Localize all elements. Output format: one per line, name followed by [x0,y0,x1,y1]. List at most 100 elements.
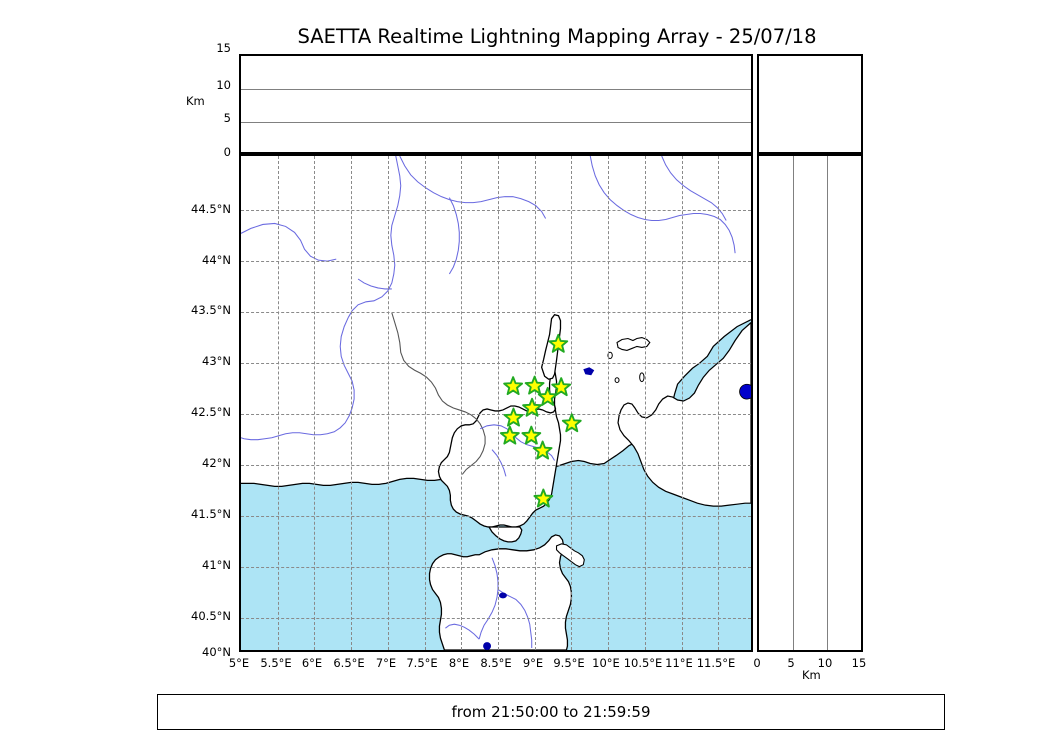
status-bar: from 21:50:00 to 21:59:59 [157,694,945,730]
top-panel-axis-label: Km [186,94,205,108]
right-xtick-15: 15 [851,656,867,670]
small-island-3 [639,372,645,383]
river-7 [661,156,727,221]
map-lon-tick-10: 10°E [592,656,620,670]
station-star-marker[interactable] [548,333,569,353]
river-sardinia-2 [497,589,533,649]
map-lon-tick-9: 9°E [522,656,544,670]
map-lon-tick-9.5: 9.5°E [553,656,585,670]
river-corsica-2 [491,449,507,477]
map-lon-tick-10.5: 10.5°E [623,656,663,670]
map-graphic [241,156,751,650]
map-lat-tick-40.5: 40.5°N [191,609,231,623]
lake-3 [583,367,595,376]
lake-2 [483,642,492,650]
map-lat-tick-40: 40°N [202,645,231,659]
map-gridline-lat-43.5 [241,312,751,313]
station-star-marker[interactable] [521,425,542,445]
map-lat-tick-43: 43°N [202,354,231,368]
page-title: SAETTA Realtime Lightning Mapping Array … [297,25,817,48]
map-panel[interactable] [239,154,753,652]
right-xtick-10: 10 [817,656,833,670]
map-lon-tick-6: 6°E [301,656,323,670]
corner-panel [757,54,863,154]
blue-marker[interactable] [739,383,751,400]
elba-island [616,336,651,351]
map-lat-tick-43.5: 43.5°N [191,303,231,317]
map-lon-tick-8.5: 8.5°E [480,656,512,670]
map-lat-tick-41: 41°N [202,558,231,572]
right-xtick-0: 0 [753,656,761,670]
map-gridline-lat-41.5 [241,516,751,517]
map-gridline-lat-42 [241,465,751,466]
map-gridline-lon-11 [681,156,683,650]
map-lon-tick-8: 8°E [448,656,470,670]
station-star-marker[interactable] [503,407,524,427]
top-gridline-10 [241,89,751,90]
station-star-marker[interactable] [503,376,524,396]
map-gridline-lon-7 [387,156,389,650]
top-ytick-15: 15 [216,41,231,55]
station-star-marker[interactable] [522,397,542,417]
map-gridline-lat-42.5 [241,414,751,415]
river-sardinia-1 [478,557,499,640]
station-star-marker[interactable] [561,413,582,433]
right-vertical-profile-panel[interactable] [757,154,863,652]
station-star-marker[interactable] [533,488,554,508]
lake-1 [498,592,507,599]
top-vertical-profile-panel[interactable] [239,54,753,154]
map-gridline-lon-8 [461,156,463,650]
station-star-marker[interactable] [499,425,520,445]
right-xtick-5: 5 [787,656,795,670]
map-gridline-lon-6 [314,156,316,650]
top-ytick-10: 10 [216,78,231,92]
map-gridline-lon-8.5 [498,156,499,650]
map-gridline-lon-7.5 [424,156,426,650]
station-star-marker[interactable] [551,377,572,397]
station-star-marker[interactable] [532,440,553,460]
map-lat-tick-44: 44°N [202,253,231,267]
map-lat-tick-42.5: 42.5°N [191,405,231,419]
map-lon-tick-7: 7°E [375,656,397,670]
river-5 [357,278,392,290]
mainland-landmass [241,156,751,487]
map-gridline-lat-40.5 [241,618,751,619]
map-lon-tick-6.5: 6.5°E [333,656,365,670]
map-gridline-lon-9 [534,156,536,650]
right-panel-axis-label: Km [802,668,821,682]
river-4 [399,156,547,219]
map-lat-tick-41.5: 41.5°N [191,507,231,521]
map-lat-tick-44.5: 44.5°N [191,202,231,216]
map-gridline-lon-9.5 [571,156,573,650]
right-gridline-5 [793,156,794,650]
status-bar-text: from 21:50:00 to 21:59:59 [451,703,651,721]
station-star-marker[interactable] [537,386,558,406]
map-gridline-lon-6.5 [351,156,353,650]
map-gridline-lat-44.5 [241,210,751,211]
map-lon-tick-5.5: 5.5°E [260,656,292,670]
map-lon-tick-11: 11°E [665,656,693,670]
map-gridline-lat-41 [241,567,751,568]
map-lat-tick-42: 42°N [202,456,231,470]
river-2 [347,156,402,318]
sardinia-island [428,534,573,650]
map-gridline-lat-44 [241,261,751,262]
station-star-marker[interactable] [524,375,545,395]
top-gridline-5 [241,122,751,123]
map-lon-tick-5: 5°E [228,656,250,670]
map-gridline-lon-10.5 [644,156,646,650]
corsica-island [437,352,562,528]
map-gridline-lon-11.5 [718,156,720,650]
map-gridline-lon-10 [608,156,610,650]
sardinia-northeast [555,543,585,568]
map-lon-tick-7.5: 7.5°E [406,656,438,670]
small-island-2 [614,377,620,384]
top-ytick-5: 5 [223,111,231,125]
station-marker-layer[interactable] [241,156,751,650]
country-border [391,312,486,475]
top-ytick-0: 0 [223,145,231,159]
map-gridline-lon-5.5 [277,156,279,650]
river-1 [241,222,337,262]
map-gridline-lat-43 [241,363,751,364]
